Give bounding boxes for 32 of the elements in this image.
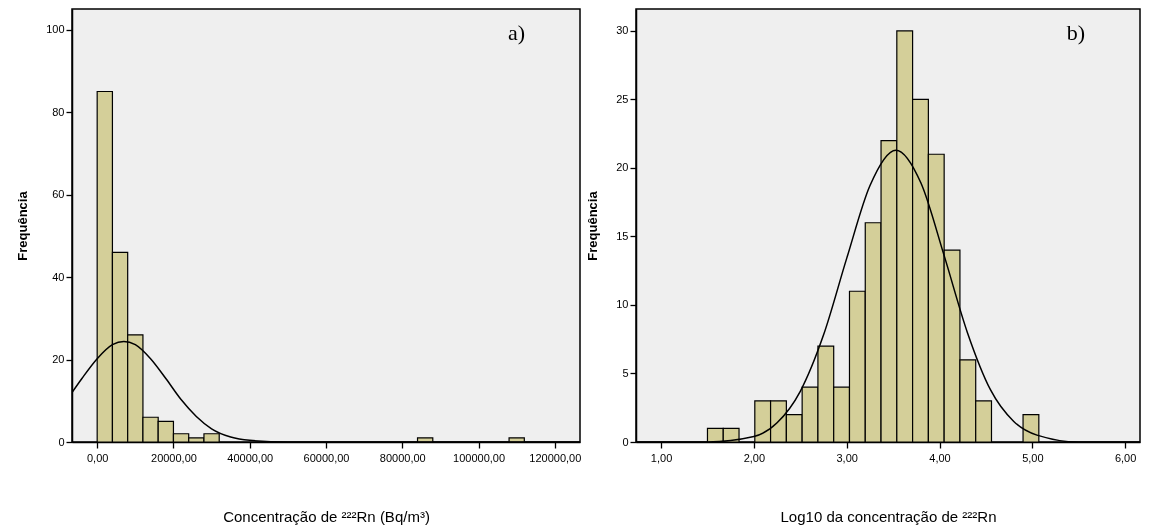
- y-tick-label: 10: [616, 298, 629, 311]
- annotation: a): [507, 20, 525, 45]
- y-tick-label: 100: [46, 23, 65, 36]
- y-axis-title: Frequência: [585, 190, 601, 261]
- x-tick-label: 20000,00: [151, 451, 197, 464]
- y-tick-label: 30: [616, 24, 629, 37]
- x-tick-label: 0,00: [86, 451, 109, 464]
- y-tick-label: 15: [616, 229, 629, 242]
- y-tick-label: 40: [52, 270, 65, 283]
- x-tick-label: 80000,00: [379, 451, 426, 464]
- y-tick-label: 0: [58, 435, 65, 448]
- x-tick-label: 120000,00: [529, 451, 582, 464]
- x-tick-label: 2,00: [743, 451, 766, 464]
- annotation: b): [1066, 20, 1085, 45]
- y-tick-label: 80: [52, 105, 65, 118]
- x-axis-title: Concentração de ²²²Rn (Bq/m³): [223, 507, 430, 525]
- y-tick-label: 0: [622, 435, 629, 448]
- y-tick-label: 25: [616, 92, 629, 105]
- x-tick-label: 1,00: [650, 451, 673, 464]
- y-axis-title: Frequência: [15, 190, 31, 261]
- x-tick-label: 100000,00: [453, 451, 506, 464]
- x-tick-label: 4,00: [929, 451, 951, 464]
- y-tick-label: 60: [52, 188, 65, 201]
- x-tick-label: 3,00: [836, 451, 858, 464]
- y-tick-label: 20: [52, 353, 65, 366]
- y-tick-label: 20: [616, 161, 629, 174]
- y-tick-label: 5: [622, 366, 629, 379]
- x-tick-label: 40000,00: [227, 451, 274, 464]
- x-axis-title: Log10 da concentração de ²²²Rn: [780, 507, 997, 525]
- x-tick-label: 6,00: [1114, 451, 1137, 464]
- x-tick-label: 60000,00: [303, 451, 350, 464]
- x-tick-label: 5,00: [1022, 451, 1044, 464]
